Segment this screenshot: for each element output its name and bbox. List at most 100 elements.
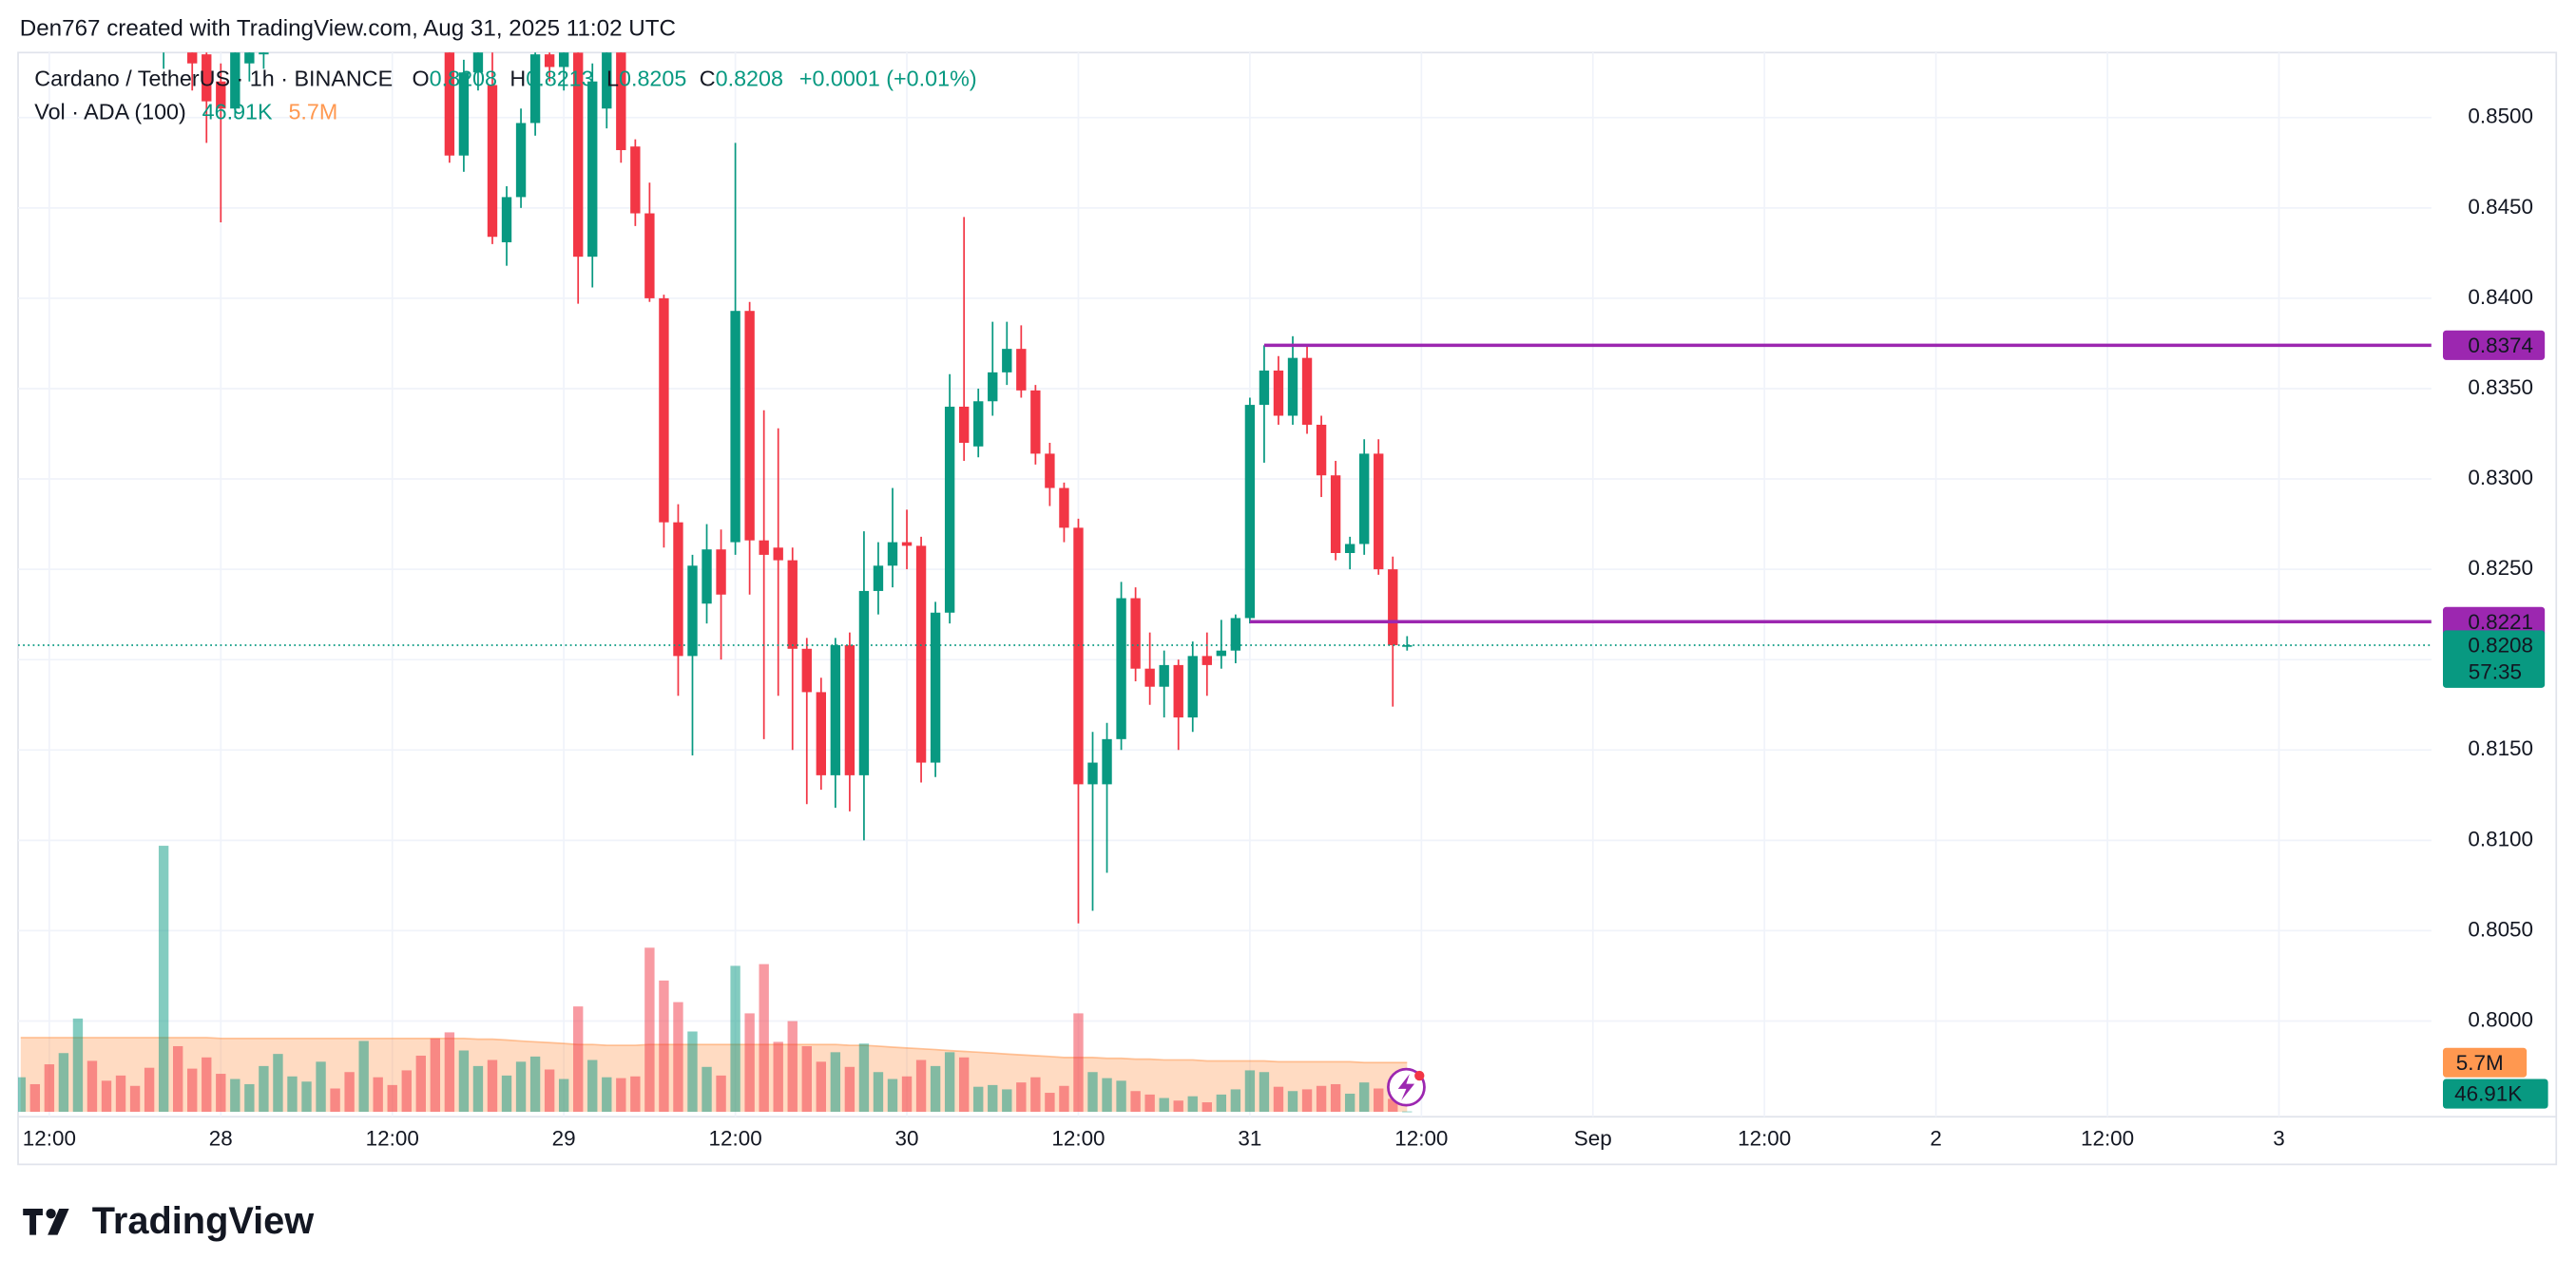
candle-body: [587, 81, 598, 258]
candle-body: [544, 54, 555, 67]
price-label: 0.8374: [2468, 334, 2533, 357]
volume-bar: [1073, 1013, 1084, 1113]
volume-bar: [330, 1088, 340, 1113]
price-label-box: [2442, 330, 2546, 360]
y-tick-label: 0.8300: [2468, 466, 2533, 489]
volume-bar: [730, 965, 740, 1113]
candle-body: [515, 123, 527, 198]
volume-bar: [387, 1084, 397, 1113]
attribution: Den767 created with TradingView.com, Aug…: [20, 16, 676, 42]
candle-body: [915, 545, 927, 763]
y-tick-label: 0.8100: [2468, 827, 2533, 850]
volume-bar: [1374, 1088, 1384, 1113]
candle-body: [1259, 370, 1270, 406]
candle-body: [930, 612, 941, 763]
candle-body: [1301, 357, 1313, 425]
volume-bar: [444, 1032, 455, 1113]
candle-body: [1016, 349, 1027, 391]
volume-bar: [1187, 1096, 1198, 1113]
volume-bar: [301, 1081, 312, 1113]
volume-bar: [787, 1021, 798, 1113]
ohlc-letter: C: [700, 67, 716, 91]
volume-ma-area: [20, 1037, 1408, 1113]
candle-body: [216, 81, 226, 109]
last-price-label: 0.8208: [2468, 634, 2533, 658]
last-price-box: [2442, 630, 2546, 688]
volume-bar: [1144, 1094, 1155, 1113]
ohlc-value: 0.8213: [526, 67, 593, 91]
candle-body: [659, 297, 669, 523]
volume-bar: [501, 1075, 512, 1113]
volume-bar: [1388, 1098, 1398, 1113]
candle-body: [1045, 453, 1055, 488]
volume-bar: [72, 1018, 84, 1113]
y-tick-label: 0.8350: [2468, 375, 2533, 399]
y-tick-label: 0.8150: [2468, 736, 2533, 760]
candle-body: [1374, 453, 1384, 570]
volume-value: 46.91K: [202, 99, 273, 124]
volume-bar: [858, 1043, 870, 1113]
candle-body: [973, 401, 984, 447]
candle-body: [1316, 424, 1327, 476]
replay-icon[interactable]: [1387, 1067, 1426, 1107]
change: +0.0001 (+0.01%): [799, 67, 977, 91]
x-tick-label: 12:00: [708, 1126, 761, 1150]
volume-bar: [1016, 1082, 1027, 1113]
candle-body: [1230, 618, 1241, 651]
volume-bar: [1173, 1100, 1183, 1113]
volume-bar: [1045, 1093, 1055, 1113]
candle-body: [444, 52, 455, 156]
brand-logo: TradingView: [23, 1200, 314, 1242]
candle-body: [787, 560, 798, 649]
volume-bar: [158, 846, 169, 1113]
candle-body: [1287, 357, 1298, 416]
x-tick-label: 12:00: [23, 1126, 76, 1150]
volume-bar: [1059, 1085, 1069, 1113]
volume-bar: [759, 964, 769, 1113]
volume-bar: [529, 1056, 541, 1113]
legend-row: Cardano / TetherUS · 1h · BINANCE O0.820…: [34, 67, 976, 91]
volume-bar: [373, 1077, 383, 1113]
volume-bar: [830, 1052, 841, 1113]
candle-body: [1159, 664, 1169, 687]
volume-bar: [1316, 1085, 1327, 1113]
volume-bar: [87, 1060, 98, 1113]
volume-bar: [816, 1061, 827, 1113]
volume-bar: [1402, 1111, 1413, 1113]
volume-bar: [1030, 1077, 1041, 1113]
x-tick-label: 12:00: [366, 1126, 419, 1150]
volume-bar: [1330, 1083, 1341, 1113]
volume-bar: [1159, 1098, 1169, 1113]
x-tick-label: 30: [895, 1126, 919, 1150]
candle-body: [1030, 390, 1041, 454]
volume-bar: [702, 1066, 712, 1113]
volume-bar: [244, 1083, 255, 1113]
brand-name: TradingView: [92, 1200, 314, 1242]
volume-bar: [487, 1059, 498, 1113]
candle-body: [487, 85, 498, 238]
volume-bar: [1002, 1089, 1012, 1113]
volume-bar: [1259, 1072, 1270, 1113]
icon-bolt: [1397, 1074, 1415, 1100]
ohlc-value: 0.8208: [430, 67, 497, 91]
volume-bar: [973, 1086, 984, 1113]
candle-body: [1201, 656, 1212, 665]
candle-body: [501, 197, 512, 242]
candle-body: [759, 540, 769, 555]
volume-bar: [687, 1031, 698, 1113]
ohlc-letter: H: [509, 67, 526, 91]
volume-bar: [558, 1079, 569, 1113]
volume-legend: Vol · ADA (100) 46.91K 5.7M: [34, 99, 337, 124]
candle-body: [287, 0, 297, 10]
x-tick-label: 12:00: [2081, 1126, 2134, 1150]
candle-body: [830, 644, 841, 775]
y-tick-label: 0.8400: [2468, 285, 2533, 309]
x-tick-label: 28: [209, 1126, 233, 1150]
symbol-title: Cardano / TetherUS · 1h · BINANCE: [34, 67, 393, 91]
candle-body: [1273, 370, 1284, 416]
candle-body: [858, 590, 870, 775]
candle-body: [873, 565, 884, 591]
volume-bar: [744, 1013, 755, 1113]
candle-body: [730, 311, 740, 543]
x-tick-label: 12:00: [1738, 1126, 1791, 1150]
